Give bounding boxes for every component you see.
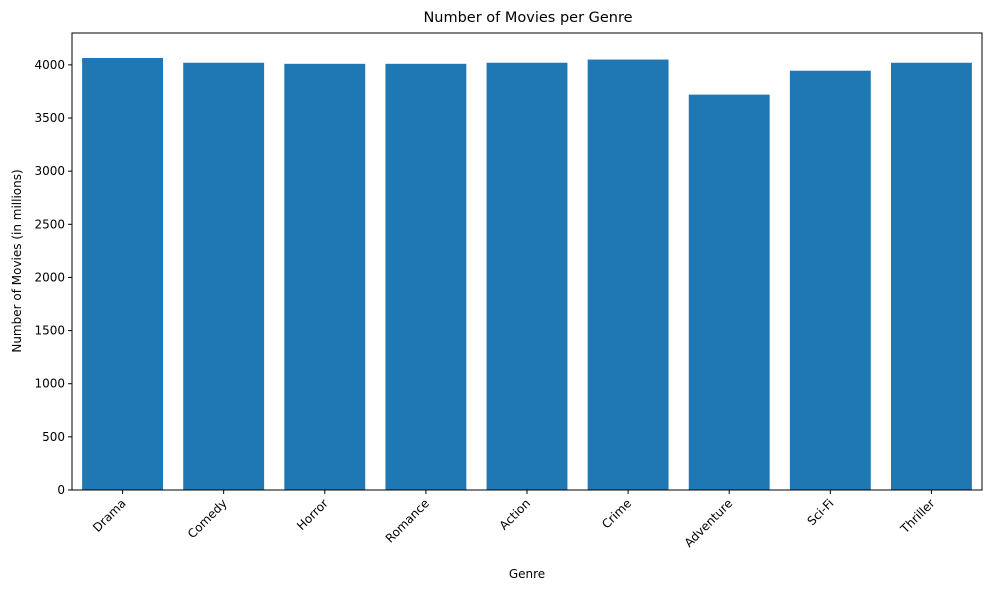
y-axis: 0 500 1000 1500 2000 2500 3000 3500 4000 bbox=[34, 58, 72, 497]
y-tick-label: 500 bbox=[42, 430, 65, 444]
x-axis-label: Genre bbox=[509, 567, 545, 581]
y-tick-label: 1500 bbox=[34, 324, 65, 338]
y-tick-label: 3000 bbox=[34, 164, 65, 178]
x-tick-label: Horror bbox=[294, 496, 331, 533]
y-tick-label: 2000 bbox=[34, 270, 65, 284]
bar-thriller bbox=[891, 62, 972, 490]
x-tick-label: Drama bbox=[90, 496, 129, 535]
bars-group bbox=[82, 57, 972, 491]
y-axis-label: Number of Movies (in millions) bbox=[10, 169, 24, 352]
bar-sci-fi bbox=[789, 70, 871, 491]
chart-title: Number of Movies per Genre bbox=[423, 10, 632, 26]
bar-romance bbox=[385, 63, 467, 491]
x-tick-label: Romance bbox=[383, 496, 432, 545]
bar-adventure bbox=[688, 94, 770, 491]
y-tick-label: 2500 bbox=[34, 217, 65, 231]
bar-action bbox=[486, 62, 568, 490]
bar-comedy bbox=[183, 62, 265, 490]
bar-horror bbox=[284, 63, 366, 491]
y-tick-label: 3500 bbox=[34, 111, 65, 125]
bar-drama bbox=[82, 57, 163, 490]
x-tick-label: Action bbox=[497, 496, 533, 532]
x-tick-label: Sci-Fi bbox=[804, 496, 836, 528]
x-tick-label: Thriller bbox=[897, 496, 937, 536]
y-tick-label: 1000 bbox=[34, 377, 65, 391]
bar-crime bbox=[587, 59, 669, 491]
x-tick-label: Crime bbox=[599, 496, 634, 531]
x-axis: Drama Comedy Horror Romance Action Crime Adven… bbox=[90, 490, 938, 550]
x-tick-label: Adventure bbox=[682, 496, 736, 550]
y-tick-label: 4000 bbox=[34, 58, 65, 72]
plot-frame bbox=[71, 32, 983, 491]
x-tick-label: Comedy bbox=[185, 496, 230, 541]
y-tick-label: 0 bbox=[57, 483, 65, 497]
